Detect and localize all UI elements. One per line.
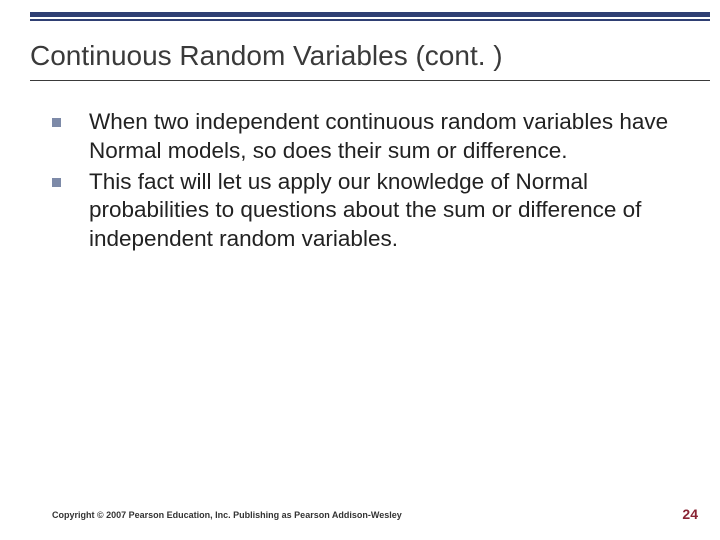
slide-title: Continuous Random Variables (cont. ) — [30, 40, 700, 72]
title-underline — [30, 80, 710, 81]
bullet-text: When two independent continuous random v… — [89, 108, 680, 166]
list-item: When two independent continuous random v… — [52, 108, 680, 166]
header-rule-thin — [30, 19, 710, 21]
header-rule-thick — [30, 12, 710, 17]
list-item: This fact will let us apply our knowledg… — [52, 168, 680, 254]
content-area: When two independent continuous random v… — [52, 108, 680, 256]
page-number: 24 — [682, 506, 698, 522]
copyright-text: Copyright © 2007 Pearson Education, Inc.… — [52, 510, 402, 520]
square-bullet-icon — [52, 118, 61, 127]
bullet-text: This fact will let us apply our knowledg… — [89, 168, 680, 254]
square-bullet-icon — [52, 178, 61, 187]
